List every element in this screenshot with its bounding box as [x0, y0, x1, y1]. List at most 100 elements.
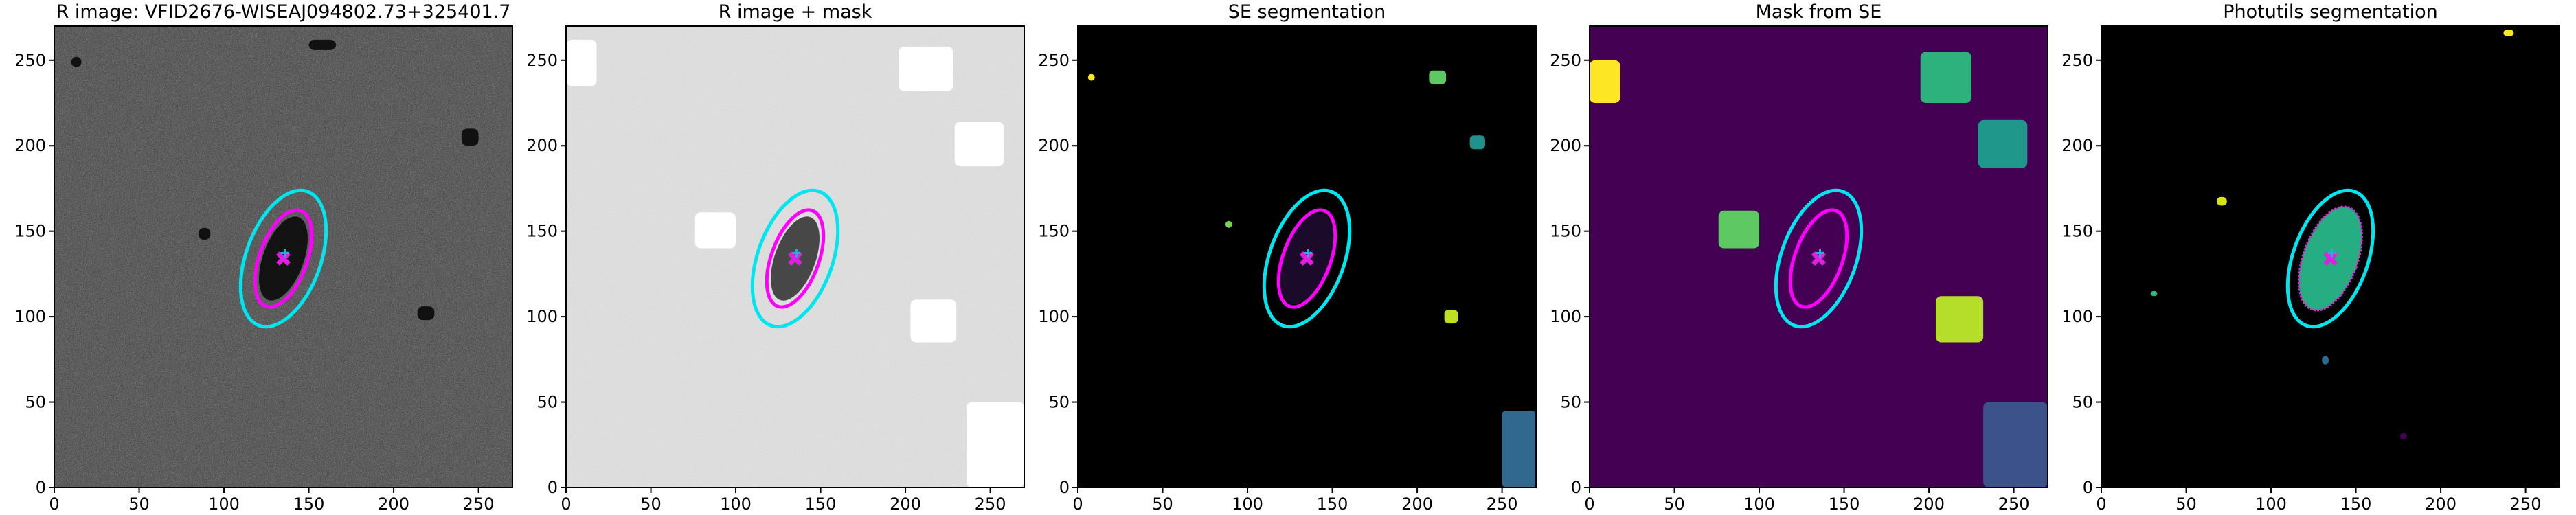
segment-edge [2298, 205, 2363, 312]
source-region [1087, 73, 1095, 81]
y-tick-label: 250 [1038, 51, 1070, 70]
y-tick-label: 150 [14, 222, 46, 241]
x-tick-label: 0 [561, 494, 571, 514]
x-tick-label: 250 [1998, 494, 2030, 514]
center-plus [792, 249, 801, 258]
y-tick-label: 150 [2061, 222, 2093, 241]
y-tick-label: 250 [14, 51, 46, 70]
y-tick-label: 0 [36, 478, 46, 497]
x-tick-label: 200 [1913, 494, 1945, 514]
source-region [1978, 119, 2028, 168]
panel: R image: VFID2676-WISEAJ094802.73+325401… [14, 1, 513, 514]
x-tick-label: 150 [1317, 494, 1348, 514]
source-region [198, 227, 211, 240]
x-tick-label: 0 [2096, 494, 2106, 514]
y-tick-label: 150 [526, 222, 558, 241]
source-region [1920, 52, 1971, 103]
y-tick-label: 0 [547, 478, 558, 497]
outer-ellipse [238, 188, 328, 329]
y-tick-label: 100 [1038, 307, 1070, 326]
center-x [1811, 251, 1826, 266]
source-region [2150, 290, 2158, 297]
x-tick-label: 200 [2425, 494, 2456, 514]
center-plus [1304, 249, 1313, 258]
y-tick-label: 100 [14, 307, 46, 326]
y-tick-label: 100 [526, 307, 558, 326]
center-plus [2327, 249, 2336, 258]
y-tick-label: 100 [2061, 307, 2093, 326]
source-region [1718, 210, 1760, 249]
x-tick-label: 150 [293, 494, 325, 514]
source-region [1983, 402, 2048, 488]
source-region [2399, 433, 2407, 440]
y-tick-label: 0 [1571, 478, 1581, 497]
x-tick-label: 50 [1664, 494, 1685, 514]
outer-ellipse [2285, 188, 2375, 329]
source-region [461, 128, 479, 146]
x-tick-label: 200 [1401, 494, 1433, 514]
y-tick-label: 0 [2083, 478, 2093, 497]
y-tick-label: 200 [1038, 136, 1070, 155]
source-region [1590, 60, 1620, 103]
source-region [2322, 356, 2329, 365]
x-tick-label: 250 [2510, 494, 2542, 514]
axes-frame [565, 25, 1025, 488]
panel-title: SE segmentation [1228, 1, 1386, 23]
panel: SE segmentation 0 50 100 150 200 250 0 50 100 150 2… [1038, 1, 1537, 514]
x-tick-label: 250 [975, 494, 1006, 514]
source-region [910, 299, 957, 343]
x-tick-label: 50 [2176, 494, 2197, 514]
x-tick-label: 100 [720, 494, 752, 514]
panel-title: Photutils segmentation [2223, 1, 2438, 23]
source-region [2216, 196, 2227, 206]
outer-ellipse [1774, 188, 1864, 329]
x-tick-label: 50 [1152, 494, 1173, 514]
y-tick-label: 50 [1048, 393, 1070, 412]
y-tick-label: 200 [1550, 136, 1581, 155]
source-region [694, 212, 736, 249]
y-tick-label: 50 [1560, 393, 1581, 412]
source-region [1469, 135, 1485, 150]
axes-frame [54, 25, 513, 488]
y-tick-label: 0 [1059, 478, 1070, 497]
x-tick-label: 150 [805, 494, 837, 514]
source-region [1225, 220, 1232, 228]
axes-frame [2101, 25, 2560, 488]
panel-title: R image: VFID2676-WISEAJ094802.73+325401… [56, 1, 511, 23]
y-tick-label: 200 [2061, 136, 2093, 155]
x-tick-label: 150 [1829, 494, 1860, 514]
y-tick-label: 150 [1038, 222, 1070, 241]
center-plus [280, 249, 289, 258]
source-region [1429, 70, 1447, 84]
inner-ellipse [1276, 208, 1337, 309]
y-tick-label: 50 [536, 393, 558, 412]
y-tick-label: 50 [2072, 393, 2093, 412]
x-tick-label: 50 [640, 494, 662, 514]
source-region [566, 39, 597, 87]
x-tick-label: 100 [208, 494, 240, 514]
x-tick-label: 200 [378, 494, 409, 514]
source-region [1935, 296, 1984, 343]
x-tick-label: 100 [1743, 494, 1775, 514]
inner-ellipse [1788, 208, 1849, 309]
center-x [788, 251, 802, 266]
x-tick-label: 0 [49, 494, 59, 514]
center-plus [1816, 249, 1824, 258]
source-region [417, 306, 435, 321]
y-tick-label: 200 [526, 136, 558, 155]
x-tick-label: 100 [1232, 494, 1263, 514]
source-region [899, 46, 953, 91]
axes-frame [1589, 25, 2048, 488]
x-tick-label: 100 [2255, 494, 2287, 514]
source-region [71, 56, 82, 67]
source-region [967, 402, 1024, 488]
x-tick-label: 250 [463, 494, 495, 514]
panel: R image + mask 0 50 100 150 200 250 0 50 100 150 20… [526, 1, 1025, 514]
x-tick-label: 0 [1072, 494, 1083, 514]
y-tick-label: 200 [14, 136, 46, 155]
source-region [1502, 411, 1536, 488]
source-region [2503, 29, 2514, 36]
y-tick-label: 250 [1550, 51, 1581, 70]
x-tick-label: 0 [1584, 494, 1594, 514]
